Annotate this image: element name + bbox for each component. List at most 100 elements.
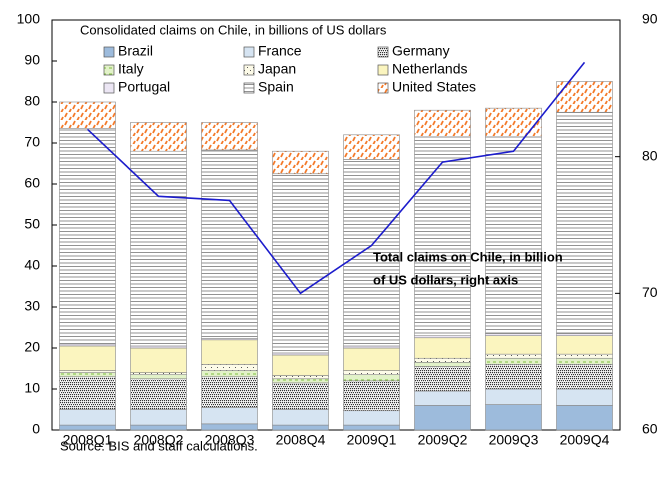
bar-segment	[414, 390, 471, 406]
bar-segment	[272, 375, 329, 380]
bar-segment	[485, 333, 542, 336]
y-tick-label: 80	[24, 93, 40, 109]
bar-segment	[556, 333, 613, 336]
bar-segment	[343, 374, 400, 382]
bar-segment	[343, 410, 400, 426]
bar-segment	[272, 409, 329, 426]
bar-segment	[485, 388, 542, 405]
bar-segment	[485, 335, 542, 355]
y2-tick-label: 60	[642, 421, 658, 437]
x-tick-label: 2009Q4	[560, 432, 610, 448]
y-tick-label: 90	[24, 52, 40, 68]
y-tick-label: 40	[24, 257, 40, 273]
x-tick-label: 2008Q4	[276, 432, 326, 448]
y2-tick-label: 90	[642, 11, 658, 27]
y-tick-label: 30	[24, 298, 40, 314]
y-tick-label: 100	[17, 11, 41, 27]
bar-segment	[556, 353, 613, 359]
legend-label: Brazil	[118, 43, 153, 59]
y-tick-label: 0	[32, 421, 40, 437]
bar-segment	[130, 150, 187, 347]
y2-tick-label: 80	[642, 147, 658, 163]
bar-segment	[130, 372, 187, 375]
x-tick-label: 2008Q2	[134, 432, 184, 448]
bar-segment	[556, 388, 613, 406]
bar-segment	[272, 378, 329, 384]
x-tick-label: 2009Q2	[418, 432, 468, 448]
legend-label: United States	[392, 79, 476, 95]
bar-segment	[130, 122, 187, 152]
bar-segment	[485, 136, 542, 334]
bar-segment	[556, 364, 613, 390]
bar-segment	[59, 101, 116, 129]
bar-segment	[343, 370, 400, 375]
bar-segment	[201, 364, 258, 371]
bar-segment	[130, 374, 187, 380]
legend-swatch	[377, 46, 389, 58]
bar-segment	[59, 409, 116, 426]
bar-segment	[59, 343, 116, 347]
x-tick-label: 2008Q1	[63, 432, 113, 448]
bar-segment	[343, 345, 400, 349]
annotation: of US dollars, right axis	[373, 272, 518, 287]
bar-segment	[485, 107, 542, 138]
legend-label: Italy	[118, 61, 144, 77]
total-claims-line	[86, 61, 586, 295]
bar-segment	[130, 345, 187, 349]
legend-swatch	[377, 82, 389, 94]
bar-segment	[272, 150, 329, 175]
legend-swatch	[243, 46, 255, 58]
legend-swatch	[103, 64, 115, 76]
legend-swatch	[243, 82, 255, 94]
bar-segment	[414, 337, 471, 359]
legend-label: Portugal	[118, 79, 170, 95]
legend-swatch	[377, 64, 389, 76]
y-tick-label: 50	[24, 216, 40, 232]
bar-segment	[414, 362, 471, 367]
bar-segment	[201, 370, 258, 377]
legend-label: Spain	[258, 79, 294, 95]
bar-segment	[485, 353, 542, 359]
y-tick-label: 20	[24, 339, 40, 355]
bar-segment	[556, 357, 613, 365]
x-tick-label: 2008Q3	[205, 432, 255, 448]
bar-segment	[485, 404, 542, 431]
bar-segment	[414, 109, 471, 138]
bar-segment	[272, 382, 329, 410]
legend-swatch	[103, 46, 115, 58]
legend-title: Consolidated claims on Chile, in billion…	[80, 22, 387, 37]
bar-segment	[59, 370, 116, 373]
bar-segment	[272, 354, 329, 376]
bar-segment	[414, 357, 471, 363]
bar-segment	[485, 357, 542, 365]
bar-segment	[201, 376, 258, 408]
bar-segment	[201, 423, 258, 431]
bar-segment	[201, 407, 258, 425]
x-tick-label: 2009Q1	[347, 432, 397, 448]
bar-segment	[343, 424, 400, 431]
legend-label: Japan	[258, 61, 296, 77]
bar-segment	[414, 335, 471, 339]
bar-segment	[59, 376, 116, 410]
legend-swatch	[243, 64, 255, 76]
y-tick-label: 70	[24, 134, 40, 150]
bar-segment	[59, 345, 116, 371]
bar-segment	[201, 339, 258, 365]
bar-segment	[201, 122, 258, 151]
legend-swatch	[103, 82, 115, 94]
legend-label: France	[258, 43, 302, 59]
bar-segment	[272, 352, 329, 356]
bar-segment	[414, 136, 471, 337]
bar-segment	[59, 424, 116, 431]
bar-segment	[343, 159, 400, 347]
annotation: Total claims on Chile, in billion	[373, 249, 563, 264]
bar-segment	[130, 424, 187, 431]
y-tick-label: 10	[24, 380, 40, 396]
bar-segment	[130, 378, 187, 410]
bar-segment	[343, 347, 400, 371]
bar-segment	[130, 409, 187, 426]
y-tick-label: 60	[24, 175, 40, 191]
bar-segment	[414, 366, 471, 392]
bar-segment	[130, 347, 187, 373]
